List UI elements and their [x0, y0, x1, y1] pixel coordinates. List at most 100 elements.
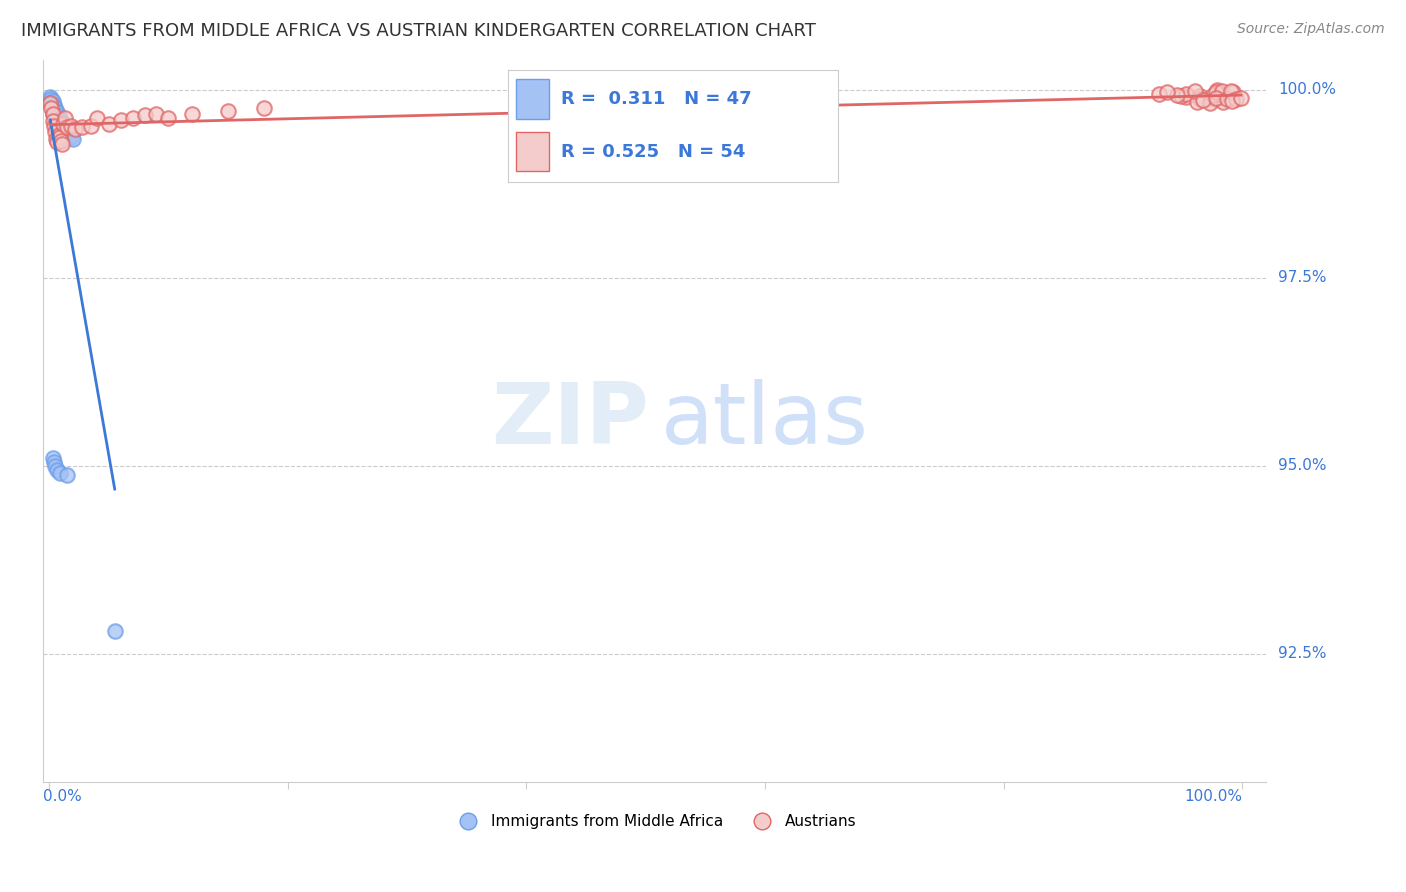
Point [46, 111, 69, 125]
Point [41, 114, 63, 128]
Text: 100.0%: 100.0% [1278, 82, 1336, 97]
Point [44, 458, 66, 473]
Point [41, 102, 63, 116]
Point [121, 111, 143, 125]
Point [80, 119, 103, 133]
Point [1220, 94, 1243, 108]
Point [41, 107, 63, 121]
Point [41, 99, 63, 113]
Point [53, 112, 76, 126]
Point [253, 102, 276, 116]
Text: atlas: atlas [661, 379, 869, 462]
Legend: Immigrants from Middle Africa, Austrians: Immigrants from Middle Africa, Austrians [447, 808, 862, 836]
Point [56, 124, 79, 138]
Point [42, 97, 65, 112]
Point [49, 120, 72, 135]
Point [46, 136, 69, 150]
Point [110, 112, 132, 127]
Point [1175, 90, 1198, 104]
Point [1225, 92, 1247, 106]
Point [49, 130, 72, 145]
Point [46, 462, 69, 476]
Text: IMMIGRANTS FROM MIDDLE AFRICA VS AUSTRIAN KINDERGARTEN CORRELATION CHART: IMMIGRANTS FROM MIDDLE AFRICA VS AUSTRIA… [21, 22, 815, 40]
Point [1205, 85, 1227, 99]
Point [48, 115, 70, 129]
Point [55, 126, 77, 140]
Point [39, 96, 62, 111]
Point [48, 128, 70, 142]
Point [42, 455, 65, 469]
Point [1174, 87, 1197, 101]
Point [1189, 88, 1212, 103]
Point [62, 131, 84, 145]
Point [46, 119, 69, 133]
Point [45, 131, 67, 145]
Point [1170, 89, 1192, 103]
Point [1219, 84, 1241, 98]
Point [52, 116, 75, 130]
Point [46, 114, 69, 128]
Point [42, 109, 65, 123]
Text: 97.5%: 97.5% [1278, 270, 1327, 285]
Point [1205, 91, 1227, 105]
Point [48, 120, 70, 135]
Point [42, 119, 65, 133]
Point [1230, 90, 1253, 104]
Point [41, 451, 63, 466]
Text: Source: ZipAtlas.com: Source: ZipAtlas.com [1237, 22, 1385, 37]
Point [41, 103, 63, 118]
Point [1184, 84, 1206, 98]
Point [1185, 95, 1208, 109]
Point [49, 467, 72, 481]
Point [51, 117, 73, 131]
Point [56, 128, 79, 142]
Point [65, 121, 87, 136]
Point [45, 103, 67, 118]
Point [59, 119, 82, 133]
Point [145, 107, 167, 121]
Point [45, 111, 67, 125]
Point [44, 125, 66, 139]
Point [51, 136, 73, 151]
Point [59, 130, 82, 145]
Point [44, 112, 66, 127]
Point [41, 96, 63, 111]
Point [1211, 84, 1233, 98]
Point [134, 108, 156, 122]
Point [49, 134, 72, 148]
Point [97, 116, 120, 130]
Point [157, 111, 180, 125]
Point [42, 103, 65, 117]
Text: 92.5%: 92.5% [1278, 647, 1327, 661]
Point [1204, 92, 1226, 106]
Point [39, 90, 62, 104]
Point [49, 114, 72, 128]
Text: 0.0%: 0.0% [44, 789, 82, 805]
Point [1222, 86, 1244, 100]
Point [58, 129, 80, 144]
Point [49, 118, 72, 132]
Point [1206, 83, 1229, 97]
Point [44, 107, 66, 121]
Point [1192, 94, 1215, 108]
Point [53, 121, 76, 136]
Text: ZIP: ZIP [491, 379, 648, 462]
Point [1212, 95, 1234, 109]
Point [56, 467, 79, 482]
Point [56, 120, 79, 135]
Point [1208, 87, 1230, 102]
Point [1166, 87, 1188, 102]
Point [41, 107, 63, 121]
Point [1188, 92, 1211, 106]
Point [52, 125, 75, 139]
Point [72, 120, 94, 135]
Point [41, 92, 63, 106]
Point [49, 126, 72, 140]
Point [1156, 85, 1178, 99]
Point [45, 116, 67, 130]
Point [86, 112, 108, 126]
Point [52, 119, 75, 133]
Point [41, 94, 63, 108]
Point [46, 105, 69, 120]
Text: 95.0%: 95.0% [1278, 458, 1327, 474]
